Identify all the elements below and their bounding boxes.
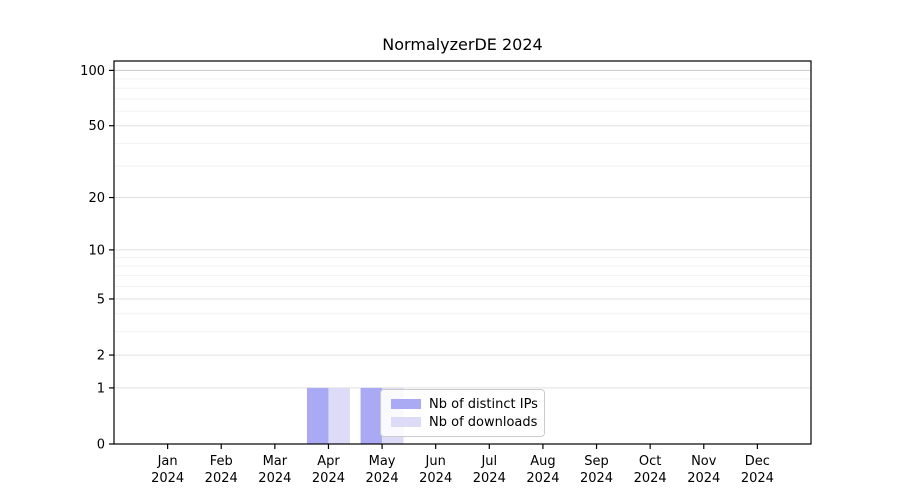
y-tick-label: 50	[88, 119, 105, 134]
y-tick-label: 10	[88, 243, 105, 258]
plot-border	[113, 60, 812, 445]
legend-item-downloads: Nb of downloads	[391, 413, 538, 431]
legend-label-distinct-ips: Nb of distinct IPs	[429, 396, 538, 412]
legend-swatch-downloads-icon	[391, 417, 421, 427]
x-tick-label-year: 2024	[580, 471, 613, 486]
y-tick-label: 1	[97, 381, 105, 396]
x-tick-label-year: 2024	[526, 471, 559, 486]
legend-item-distinct-ips: Nb of distinct IPs	[391, 395, 538, 413]
x-tick-label-month: Dec	[745, 454, 770, 469]
x-tick-label-year: 2024	[634, 471, 667, 486]
x-tick-label-month: Aug	[530, 454, 555, 469]
x-tick-label-month: Oct	[639, 454, 661, 469]
bar-nb-of-distinct-ips	[360, 387, 383, 444]
y-tick-label: 2	[97, 349, 105, 364]
x-tick-label-month: Nov	[691, 454, 717, 469]
x-tick-label-month: Jun	[425, 454, 446, 469]
x-tick-label-month: Sep	[584, 454, 609, 469]
x-tick-label-year: 2024	[366, 471, 399, 486]
x-tick-label-month: Mar	[263, 454, 288, 469]
x-tick-label-year: 2024	[473, 471, 506, 486]
y-tick-label: 5	[97, 292, 105, 307]
x-tick-label-year: 2024	[741, 471, 774, 486]
legend: Nb of distinct IPs Nb of downloads	[380, 389, 545, 437]
y-tick-label: 20	[88, 191, 105, 206]
legend-label-downloads: Nb of downloads	[429, 414, 538, 430]
bar-nb-of-downloads	[328, 387, 350, 444]
chart-title: NormalyzerDE 2024	[382, 35, 543, 54]
x-tick-label-month: Jul	[480, 454, 497, 469]
legend-swatch-distinct-ips-icon	[391, 399, 421, 409]
x-tick-label-year: 2024	[205, 471, 238, 486]
x-tick-label-year: 2024	[687, 471, 720, 486]
bar-nb-of-distinct-ips	[306, 387, 329, 444]
x-tick-label-year: 2024	[419, 471, 452, 486]
x-tick-label-year: 2024	[258, 471, 291, 486]
y-tick-label: 100	[80, 64, 105, 79]
x-tick-label-month: Feb	[210, 454, 233, 469]
x-tick-label-year: 2024	[312, 471, 345, 486]
x-tick-label-year: 2024	[151, 471, 184, 486]
y-tick-label: 0	[97, 438, 105, 453]
x-tick-label-month: May	[369, 454, 396, 469]
x-tick-label-month: Apr	[317, 454, 340, 469]
x-tick-label-month: Jan	[157, 454, 178, 469]
